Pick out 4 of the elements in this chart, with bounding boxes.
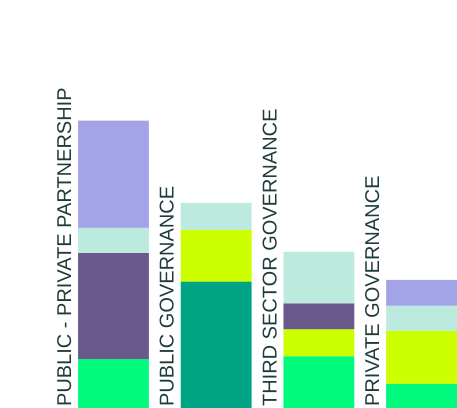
x-tick-label: PUBLIC - PRIVATE PARTNERSHIP: [54, 87, 76, 406]
x-tick-label: PRIVATE GOVERNANCE: [362, 176, 384, 406]
x-tick-label: PUBLIC GOVERNANCE: [156, 186, 179, 406]
x-tick-label: THIRD SECTOR GOVERNANCE: [259, 108, 282, 406]
